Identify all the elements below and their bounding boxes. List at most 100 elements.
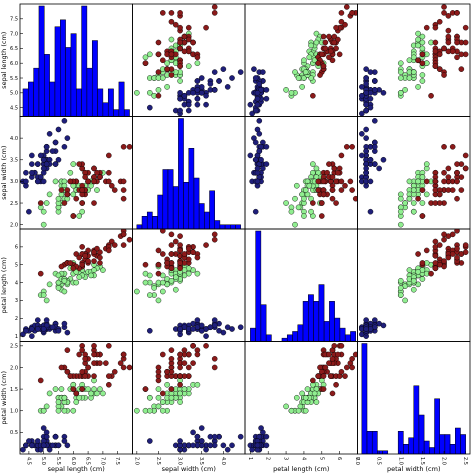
- histogram-bar: [146, 211, 153, 229]
- scatter-point: [320, 373, 327, 379]
- scatter-point: [134, 407, 140, 414]
- scatter-point: [43, 143, 50, 150]
- y-tick-label: 7.0: [10, 31, 18, 37]
- scatter-point: [194, 270, 201, 277]
- histogram-bar: [209, 190, 215, 229]
- scatter-point: [367, 95, 374, 102]
- scatter-point: [159, 57, 166, 64]
- scatter-point: [229, 75, 235, 81]
- scatter-point: [70, 191, 77, 198]
- scatter-point: [454, 254, 460, 261]
- scatter-point: [177, 45, 183, 52]
- scatter-point: [301, 213, 307, 219]
- scatter-point: [181, 48, 188, 55]
- scatter-point: [194, 381, 201, 388]
- x-tick-label: 2.0: [133, 457, 139, 465]
- scatter-point: [258, 87, 264, 93]
- scatter-point: [441, 258, 447, 264]
- scatter-point: [147, 327, 153, 334]
- x-tick-label: 7.5: [114, 457, 120, 465]
- scatter-point: [55, 442, 62, 449]
- scatter-point: [338, 343, 345, 349]
- scatter-point: [111, 368, 118, 375]
- scatter-point: [34, 326, 41, 332]
- scatter-point: [64, 191, 71, 198]
- scatter-point: [432, 238, 439, 245]
- scatter-point: [91, 351, 97, 358]
- scatter-point: [397, 75, 404, 81]
- x-axis-label: sepal length (cm): [48, 465, 105, 473]
- scatter-point: [441, 236, 447, 243]
- scatter-point: [449, 251, 456, 257]
- scatter-point: [177, 24, 183, 31]
- scatter-point: [260, 69, 266, 75]
- panel-1-1: [132, 116, 246, 230]
- scatter-point: [155, 270, 162, 277]
- scatter-point: [458, 66, 465, 72]
- scatter-point: [423, 191, 430, 198]
- scatter-point: [380, 90, 387, 96]
- scatter-point: [151, 285, 157, 291]
- scatter-point: [97, 174, 103, 180]
- scatter-point: [326, 33, 332, 40]
- scatter-point: [254, 95, 261, 102]
- scatter-point: [203, 101, 209, 108]
- scatter-point: [462, 242, 469, 248]
- scatter-point: [67, 178, 74, 185]
- scatter-point: [203, 446, 209, 453]
- scatter-point: [419, 187, 426, 193]
- scatter-point: [224, 84, 231, 90]
- scatter-point: [29, 333, 35, 339]
- scatter-point: [190, 442, 196, 449]
- scatter-point: [52, 433, 59, 440]
- scatter-point: [308, 42, 314, 49]
- scatter-point: [320, 191, 327, 198]
- scatter-point: [147, 438, 153, 444]
- x-tick-label: 0.5: [376, 457, 382, 465]
- x-tick-label: 7.0: [99, 457, 105, 465]
- scatter-point: [211, 356, 218, 362]
- scatter-point: [441, 143, 447, 150]
- scatter-point: [338, 187, 345, 193]
- scatter-point: [423, 24, 430, 31]
- scatter-point: [37, 270, 44, 277]
- scatter-point: [436, 51, 443, 58]
- scatter-point: [329, 187, 336, 193]
- scatter-point: [207, 81, 214, 87]
- scatter-point: [263, 433, 270, 440]
- y-axis-label: petal width (cm): [0, 371, 8, 425]
- scatter-point: [61, 143, 68, 150]
- histogram-bar: [188, 148, 195, 229]
- x-tick-label: 2.5: [462, 457, 468, 465]
- scatter-point: [320, 386, 327, 392]
- scatter-point: [211, 317, 218, 323]
- histogram-bar: [70, 33, 77, 117]
- scatter-point: [79, 386, 85, 392]
- scatter-point: [415, 30, 421, 37]
- scatter-point: [34, 317, 41, 323]
- histogram-bar: [329, 301, 335, 342]
- y-tick-label: 1.5: [10, 387, 18, 393]
- scatter-point: [43, 200, 50, 206]
- scatter-point: [359, 92, 365, 99]
- scatter-point: [293, 182, 300, 189]
- scatter-point: [445, 27, 452, 34]
- scatter-point: [172, 238, 179, 245]
- scatter-point: [55, 407, 62, 414]
- histogram-bar: [123, 109, 130, 117]
- scatter-point: [229, 326, 235, 332]
- x-tick-label: 1.0: [397, 457, 403, 465]
- scatter-point: [410, 286, 417, 293]
- scatter-point: [301, 57, 307, 64]
- x-tick-label: 2: [265, 457, 271, 460]
- scatter-point: [155, 39, 162, 46]
- panel-3-0: [19, 341, 133, 455]
- scatter-point: [177, 373, 183, 379]
- x-axis-label: petal length (cm): [273, 465, 329, 473]
- histogram-bar: [44, 54, 50, 117]
- scatter-point: [61, 438, 68, 444]
- histogram-bar: [219, 224, 226, 229]
- scatter-point: [288, 407, 295, 414]
- x-tick-label: 7: [354, 457, 360, 460]
- scatter-point: [263, 442, 270, 449]
